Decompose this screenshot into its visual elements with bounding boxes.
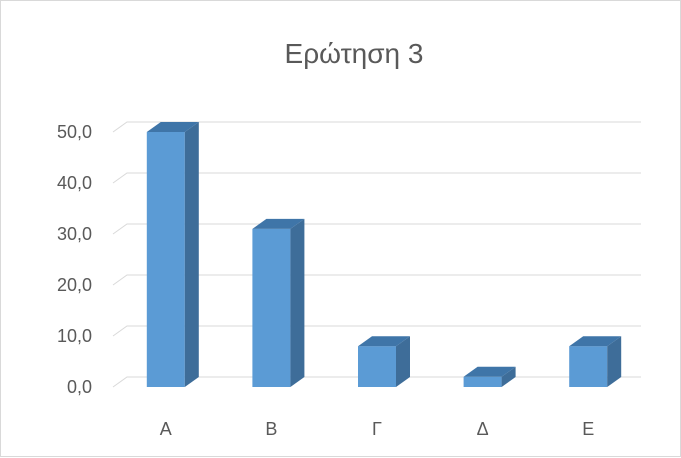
bar-1 bbox=[146, 122, 199, 387]
axis-labels: 0,0 10,0 20,0 30,0 40,0 50,0 Α Β Γ Δ Ε bbox=[57, 122, 594, 439]
bar-side bbox=[290, 218, 305, 387]
y-tick-label: 40,0 bbox=[57, 173, 92, 193]
grid-line bbox=[112, 274, 641, 286]
grid-line bbox=[112, 223, 641, 235]
bar-2 bbox=[252, 218, 305, 387]
x-tick-label: Δ bbox=[477, 419, 489, 439]
grid-line bbox=[112, 325, 641, 337]
y-tick-label: 50,0 bbox=[57, 122, 92, 142]
grid-line bbox=[112, 172, 641, 184]
bar-side bbox=[396, 336, 410, 387]
bar-side bbox=[184, 122, 199, 387]
bar-side bbox=[501, 366, 516, 387]
y-tick-label: 0,0 bbox=[67, 377, 92, 397]
bar-front bbox=[463, 376, 502, 387]
bar-top bbox=[252, 218, 305, 229]
bars bbox=[146, 122, 622, 387]
bar-top bbox=[569, 336, 622, 347]
x-tick-label: Β bbox=[265, 419, 277, 439]
bar-front bbox=[252, 228, 291, 387]
grid-line bbox=[112, 121, 641, 133]
bar-top bbox=[358, 336, 410, 347]
y-tick-label: 10,0 bbox=[57, 326, 92, 346]
bar-4 bbox=[463, 366, 516, 387]
bar-3 bbox=[358, 336, 410, 387]
bar-top bbox=[463, 366, 516, 377]
x-tick-label: Ε bbox=[582, 419, 594, 439]
chart-title: Ερώτηση 3 bbox=[285, 38, 424, 69]
bar-side bbox=[607, 336, 622, 387]
bar-front bbox=[146, 132, 185, 387]
y-tick-label: 30,0 bbox=[57, 224, 92, 244]
x-tick-label: Α bbox=[160, 419, 172, 439]
y-tick-label: 20,0 bbox=[57, 275, 92, 295]
x-tick-label: Γ bbox=[372, 419, 382, 439]
bar-front bbox=[569, 346, 608, 387]
bar-front bbox=[358, 346, 396, 387]
bar-5 bbox=[569, 336, 622, 387]
bar-top bbox=[146, 122, 199, 132]
